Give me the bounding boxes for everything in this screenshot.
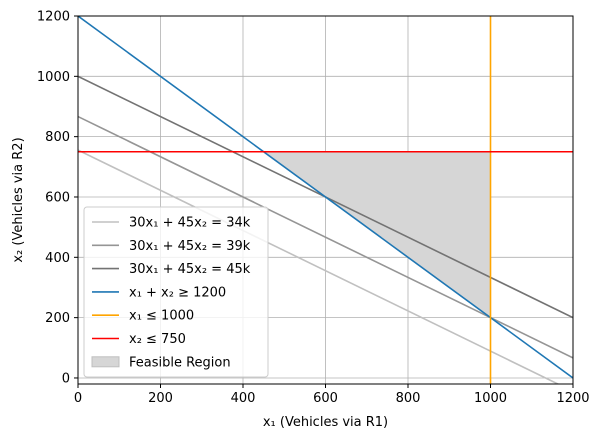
legend-box — [83, 206, 269, 378]
legend-label: 30x₁ + 45x₂ = 39k — [129, 239, 251, 254]
y-tick-label: 400 — [45, 251, 70, 266]
legend-label: x₁ ≤ 1000 — [129, 309, 194, 324]
legend-label: x₁ + x₂ ≥ 1200 — [129, 285, 226, 300]
legend-label: x₂ ≤ 750 — [129, 332, 186, 347]
y-tick-label: 1200 — [37, 10, 70, 25]
x-tick-label: 400 — [231, 391, 256, 406]
x-tick-label: 600 — [313, 391, 338, 406]
series-lines — [78, 16, 573, 384]
y-tick-label: 800 — [45, 130, 70, 145]
x-tick-label: 0 — [74, 391, 82, 406]
legend: 30x₁ + 45x₂ = 34k 30x₁ + 45x₂ = 39k 30x₁ +… — [83, 206, 269, 378]
x-axis-label: x₁ (Vehicles via R1) — [263, 415, 388, 430]
x-tick-label: 1200 — [556, 391, 589, 406]
y-tick-label: 0 — [62, 371, 70, 386]
legend-label: 30x₁ + 45x₂ = 34k — [129, 216, 251, 231]
ticks: 0 200 400 600 800 1000 1200 0 200 400 600 800 1000 12… — [37, 10, 590, 407]
legend-label: Feasible Region — [129, 355, 231, 370]
x-tick-label: 800 — [396, 391, 421, 406]
legend-patch — [91, 356, 120, 368]
y-axis-label: x₂ (Vehicles via R2) — [11, 137, 26, 262]
x-tick-label: 200 — [148, 391, 173, 406]
y-tick-label: 200 — [45, 311, 70, 326]
y-tick-label: 600 — [45, 190, 70, 205]
x-tick-label: 1000 — [474, 391, 507, 406]
y-tick-label: 1000 — [37, 70, 70, 85]
legend-label: 30x₁ + 45x₂ = 45k — [129, 262, 251, 277]
